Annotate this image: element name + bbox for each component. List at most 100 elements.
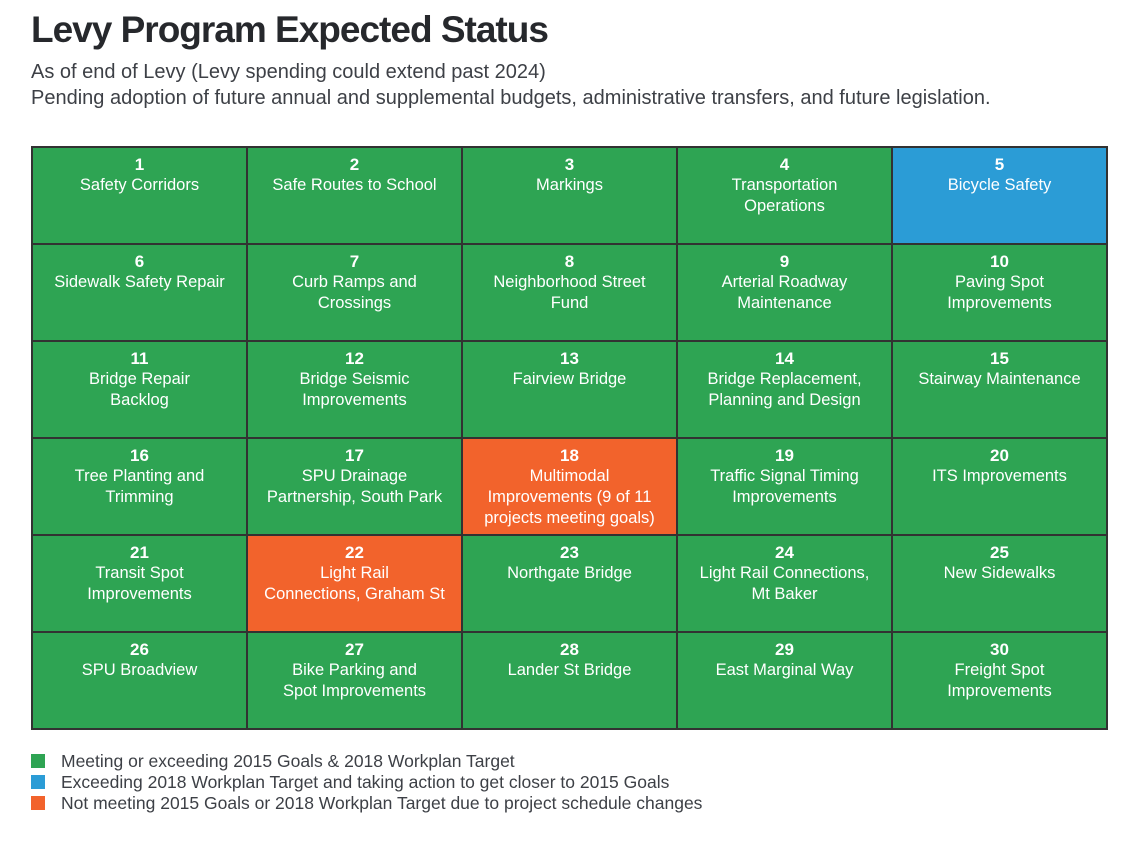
program-cell-11: 11 Bridge Repair Backlog [33,342,246,437]
program-cell-15: 15 Stairway Maintenance [893,342,1106,437]
subtitle-line-2: Pending adoption of future annual and su… [31,86,991,109]
program-name: Sidewalk Safety Repair [54,273,225,291]
program-cell-8: 8 Neighborhood Street Fund [463,245,676,340]
program-number: 23 [560,543,579,562]
program-number: 10 [990,252,1009,271]
program-name: Stairway Maintenance [918,370,1081,388]
program-cell-10: 10 Paving Spot Improvements [893,245,1106,340]
program-cell-16: 16 Tree Planting and Trimming [33,439,246,534]
program-cell-6: 6 Sidewalk Safety Repair [33,245,246,340]
program-name: New Sidewalks [943,564,1056,582]
program-cell-2: 2 Safe Routes to School [248,148,461,243]
program-cell-28: 28 Lander St Bridge [463,633,676,728]
program-name: Bike Parking and Spot Improvements [282,661,427,700]
program-number: 20 [990,446,1009,465]
program-cell-3: 3 Markings [463,148,676,243]
program-number: 28 [560,640,579,659]
program-name: Transportation Operations [731,176,838,215]
program-number: 12 [345,349,364,368]
program-cell-27: 27 Bike Parking and Spot Improvements [248,633,461,728]
program-cell-9: 9 Arterial Roadway Maintenance [678,245,891,340]
program-number: 1 [134,155,145,174]
program-cell-22: 22 Light Rail Connections, Graham St [248,536,461,631]
program-name: Paving Spot Improvements [947,273,1052,312]
program-number: 16 [130,446,149,465]
page-title: Levy Program Expected Status [31,9,549,50]
program-number: 6 [134,252,145,271]
program-cell-1: 1 Safety Corridors [33,148,246,243]
program-number: 22 [345,543,364,562]
program-number: 8 [564,252,575,271]
legend-label: Meeting or exceeding 2015 Goals & 2018 W… [61,751,515,771]
program-number: 19 [775,446,794,465]
status-legend: Meeting or exceeding 2015 Goals & 2018 W… [31,751,703,817]
program-number: 3 [564,155,575,174]
program-cell-26: 26 SPU Broadview [33,633,246,728]
program-number: 9 [779,252,790,271]
program-name: Light Rail Connections, Graham St [264,564,445,603]
program-cell-12: 12 Bridge Seismic Improvements [248,342,461,437]
program-name: Safe Routes to School [272,176,437,194]
program-number: 5 [994,155,1005,174]
program-name: Fairview Bridge [512,370,627,388]
program-cell-14: 14 Bridge Replacement, Planning and Desig… [678,342,891,437]
program-cell-29: 29 East Marginal Way [678,633,891,728]
program-name: Bicycle Safety [947,176,1052,194]
program-name: Bridge Seismic Improvements [299,370,410,409]
program-cell-24: 24 Light Rail Connections, Mt Baker [678,536,891,631]
program-name: Neighborhood Street Fund [493,273,646,312]
program-cell-4: 4 Transportation Operations [678,148,891,243]
program-number: 29 [775,640,794,659]
legend-item-blue: Exceeding 2018 Workplan Target and takin… [31,772,702,792]
program-cell-20: 20 ITS Improvements [893,439,1106,534]
program-name: East Marginal Way [715,661,854,679]
program-name: Curb Ramps and Crossings [292,273,417,312]
program-number: 13 [560,349,579,368]
program-number: 15 [990,349,1009,368]
program-number: 4 [779,155,790,174]
program-name: Safety Corridors [79,176,200,194]
program-number: 14 [775,349,794,368]
subtitle-line-1: As of end of Levy (Levy spending could e… [31,60,546,83]
program-cell-21: 21 Transit Spot Improvements [33,536,246,631]
program-name: Arterial Roadway Maintenance [721,273,848,312]
program-status-grid: 1 Safety Corridors 2 Safe Routes to School… [31,146,1108,730]
legend-item-green: Meeting or exceeding 2015 Goals & 2018 W… [31,751,702,771]
program-cell-13: 13 Fairview Bridge [463,342,676,437]
program-cell-17: 17 SPU Drainage Partnership, South Park [248,439,461,534]
program-number: 25 [990,543,1009,562]
legend-label: Exceeding 2018 Workplan Target and takin… [61,772,670,792]
legend-item-orange: Not meeting 2015 Goals or 2018 Workplan … [31,793,703,813]
program-number: 11 [130,349,149,368]
legend-swatch-green-icon [31,754,45,768]
program-number: 7 [349,252,360,271]
program-cell-5: 5 Bicycle Safety [893,148,1106,243]
program-number: 26 [130,640,149,659]
program-name: Markings [536,176,603,194]
program-name: Freight Spot Improvements [947,661,1052,700]
program-cell-7: 7 Curb Ramps and Crossings [248,245,461,340]
program-name: SPU Broadview [81,661,198,679]
program-cell-30: 30 Freight Spot Improvements [893,633,1106,728]
program-cell-19: 19 Traffic Signal Timing Improvements [678,439,891,534]
legend-swatch-orange-icon [31,796,45,810]
program-name: Lander St Bridge [507,661,632,679]
program-name: Multimodal Improvements (9 of 11 project… [484,467,655,527]
program-name: Traffic Signal Timing Improvements [710,467,859,506]
program-cell-25: 25 New Sidewalks [893,536,1106,631]
program-name: Transit Spot Improvements [87,564,192,603]
program-cell-23: 23 Northgate Bridge [463,536,676,631]
legend-swatch-blue-icon [31,775,45,789]
program-number: 2 [349,155,360,174]
program-name: ITS Improvements [932,467,1067,485]
program-name: Light Rail Connections, Mt Baker [699,564,870,603]
program-number: 30 [990,640,1009,659]
program-number: 18 [560,446,579,465]
program-number: 17 [345,446,364,465]
program-name: SPU Drainage Partnership, South Park [266,467,443,506]
program-number: 21 [130,543,149,562]
program-number: 24 [775,543,794,562]
legend-label: Not meeting 2015 Goals or 2018 Workplan … [61,793,703,813]
program-name: Bridge Repair Backlog [89,370,190,409]
